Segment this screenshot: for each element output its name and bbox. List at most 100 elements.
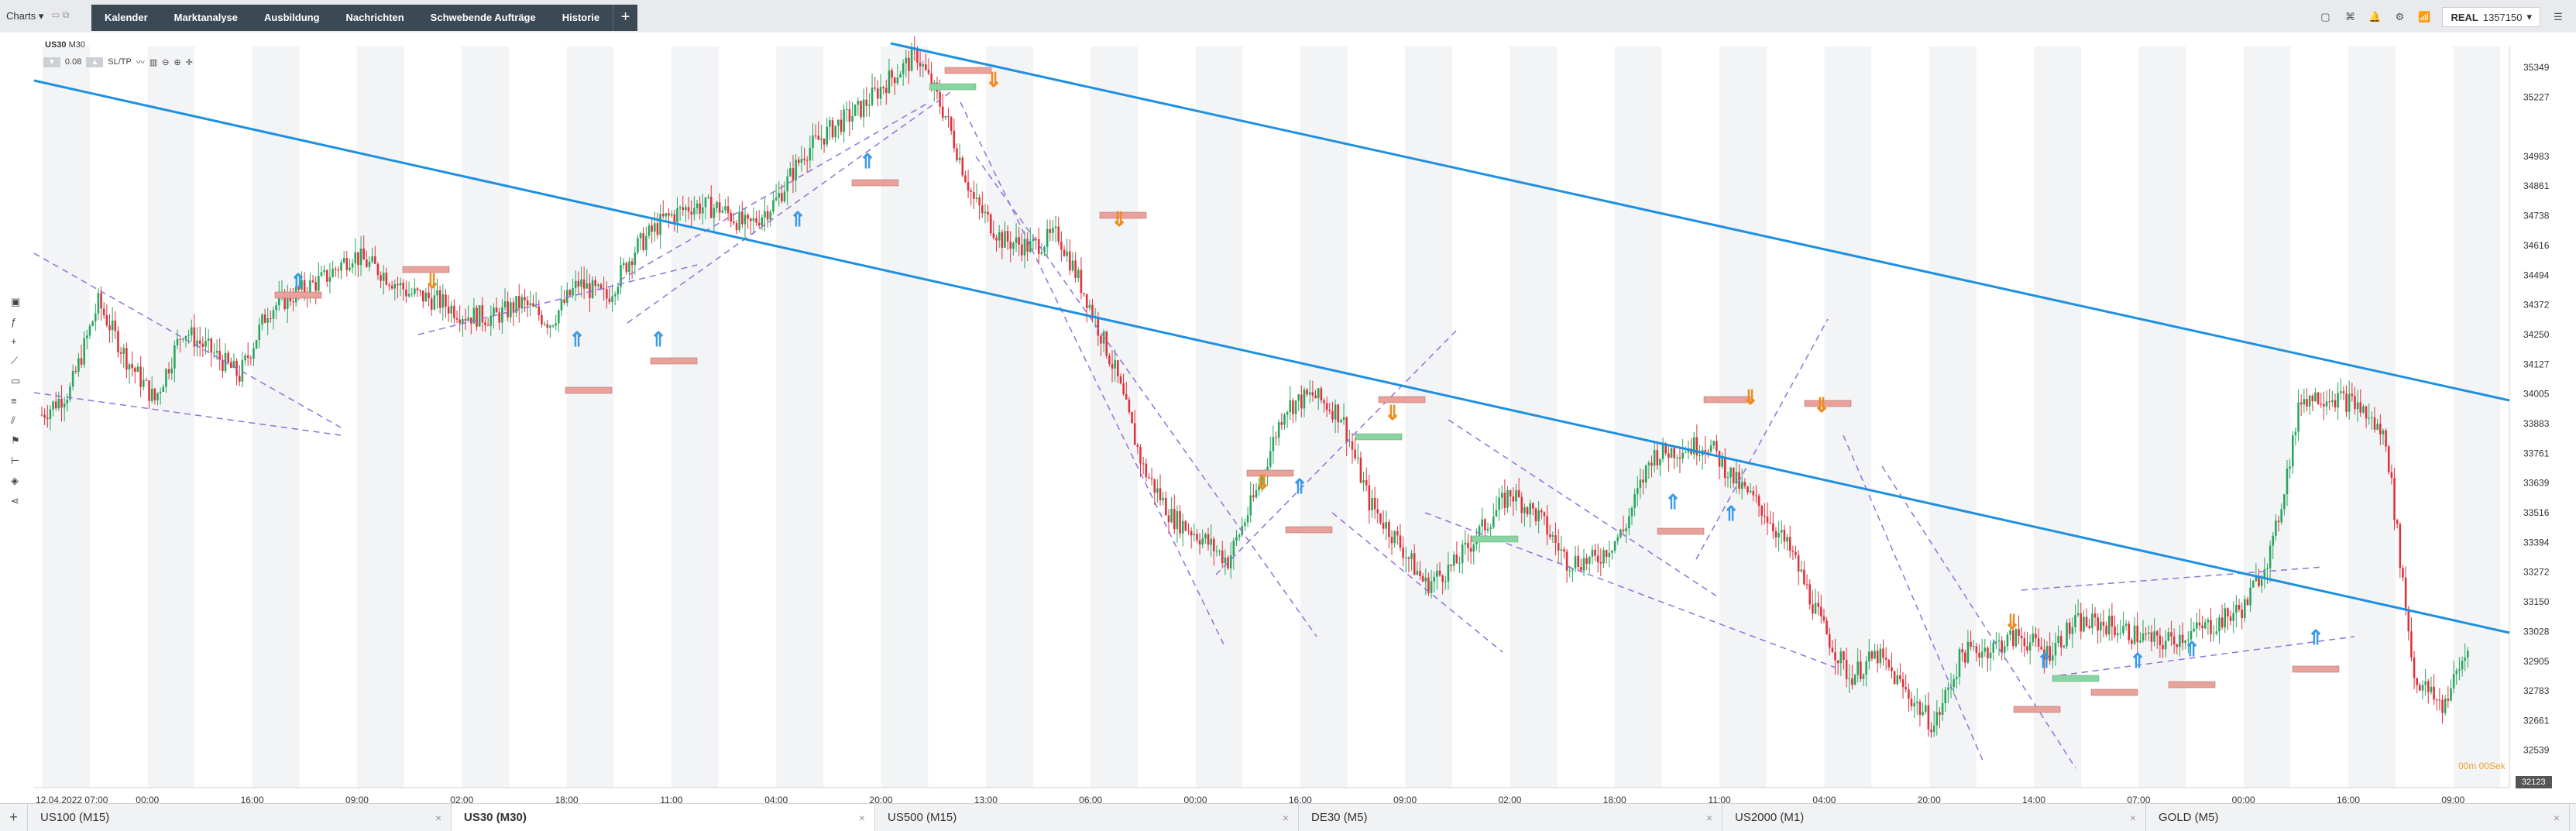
network-icon[interactable]: ⌘ [2344,11,2355,22]
settings-icon[interactable]: ⚙ [2395,11,2405,22]
nav-schwebende-auftraege[interactable]: Schwebende Aufträge [430,12,536,23]
charts-dropdown[interactable]: Charts ▾ [6,10,44,22]
line-tool-icon[interactable]: ⟋ [11,355,19,366]
sell-order-marker[interactable] [1099,211,1147,219]
channel-line[interactable] [619,101,930,281]
chart-area[interactable]: 35349 35227 34983 34861 34738 34616 34494 34372… [0,33,2576,803]
nav-nachrichten[interactable]: Nachrichten [345,12,404,23]
candle-body [634,252,637,266]
menu-icon[interactable]: ☰ [2554,11,2563,22]
function-icon[interactable]: ƒ [11,316,17,328]
sell-order-marker[interactable] [944,67,992,74]
buy-order-marker[interactable] [1471,535,1519,543]
close-icon[interactable]: × [2129,811,2136,824]
nav-historie[interactable]: Historie [562,12,600,23]
tab-us100[interactable]: US100 (M15) × [28,804,452,831]
channel-line[interactable] [417,264,698,335]
sell-order-marker[interactable] [565,386,613,394]
layers-icon[interactable]: ◈ [11,475,19,486]
sell-order-marker[interactable] [2013,706,2061,713]
channel-line[interactable] [33,252,342,428]
nav-ausbildung[interactable]: Ausbildung [264,12,320,23]
candle-body [1399,535,1402,548]
ruler-tool-icon[interactable]: ⊢ [11,455,20,466]
buy-order-marker[interactable] [2052,675,2100,682]
candle-body [1735,472,1738,484]
sell-order-marker[interactable] [2090,688,2138,696]
sell-order-marker[interactable] [1285,526,1333,534]
candles-icon[interactable]: ▥ [149,57,158,67]
line-chart-icon[interactable]: 〰 [136,58,145,67]
tab-gold[interactable]: GOLD (M5) × [2146,804,2570,831]
time-tick-label: 20:00 [870,795,893,803]
channel-line[interactable] [33,392,342,436]
buy-order-marker[interactable] [1355,433,1403,441]
bell-icon[interactable]: 🔔 [2368,11,2382,22]
sell-order-marker[interactable] [2168,681,2216,688]
candle-body [2244,599,2246,619]
sell-order-marker[interactable] [1804,400,1852,407]
quantity-input[interactable]: 0.08 [64,57,82,67]
tab-us30[interactable]: US30 (M30) × [452,804,875,831]
channel-line[interactable] [975,156,1317,637]
price-chart[interactable]: 35349 35227 34983 34861 34738 34616 34494 34372… [0,33,2576,803]
flag-tool-icon[interactable]: ⚑ [11,434,20,446]
close-icon[interactable]: × [1282,811,1289,824]
candle-body [292,301,294,303]
nav-kalender[interactable]: Kalender [105,12,148,23]
sell-order-marker[interactable] [402,266,450,273]
crosshair-icon[interactable]: ✛ [185,57,193,67]
rectangle-tool-icon[interactable]: ▭ [11,375,21,386]
crosshair-tool-icon[interactable]: + [11,335,17,347]
sell-order-marker[interactable] [1246,469,1294,477]
close-icon[interactable]: × [1705,811,1712,824]
channel-line[interactable] [1881,465,2076,769]
sell-order-marker[interactable] [650,357,698,365]
close-icon[interactable]: × [2553,811,2560,824]
close-icon[interactable]: × [434,811,441,824]
tab-de30[interactable]: DE30 (M5) × [1299,804,1722,831]
candle-body [136,366,139,373]
candle-body [1368,485,1371,511]
channel-line[interactable] [960,101,1224,645]
buy-order-marker[interactable] [929,83,977,91]
sell-order-marker[interactable] [851,179,899,187]
sell-order-marker[interactable] [1378,396,1426,403]
account-selector[interactable]: REAL 1357150 ▾ [2442,7,2540,27]
window-icon[interactable]: ▢ [2320,11,2330,22]
tab-us2000[interactable]: US2000 (M1) × [1722,804,2146,831]
close-icon[interactable]: × [858,811,865,824]
restore-icon[interactable]: ⧉ [62,9,70,20]
fib-tool-icon[interactable]: ≡ [11,395,17,407]
channel-line[interactable] [1331,512,1503,653]
sell-order-marker[interactable] [1657,527,1705,535]
channel-line[interactable] [2059,636,2355,676]
zoom-out-icon[interactable]: ⊖ [162,57,170,67]
sell-order-marker[interactable] [2292,665,2340,673]
channel-line[interactable] [1215,330,1457,575]
candle-body [2009,630,2011,635]
candle-body [1808,584,1811,605]
channel-line[interactable] [2021,566,2324,591]
buy-button[interactable]: ▲ [86,57,104,67]
sell-order-marker[interactable] [274,291,322,299]
sell-order-marker[interactable] [1703,396,1751,403]
channel-tool-icon[interactable]: ⫽ [11,414,15,426]
sltp-button[interactable]: SL/TP [108,57,132,67]
channel-line[interactable] [1695,318,1829,560]
channel-line[interactable] [627,90,953,324]
share-icon[interactable]: ⋖ [11,495,19,506]
channel-line[interactable] [1424,512,1836,668]
sell-button[interactable]: ▼ [43,57,60,67]
candle-body [1294,400,1297,414]
trendline-upper[interactable] [890,42,2510,402]
add-nav-button[interactable]: + [613,5,637,31]
add-tab-button[interactable]: + [0,804,28,831]
zoom-in-icon[interactable]: ⊕ [173,57,181,67]
nav-marktanalyse[interactable]: Marktanalyse [173,12,239,23]
cursor-icon[interactable]: ▣ [11,296,21,307]
trendline-lower[interactable] [33,79,2510,634]
minimize-icon[interactable]: ▭ [51,9,60,20]
window-controls[interactable]: ▭ ⧉ [51,9,69,21]
tab-us500[interactable]: US500 (M15) × [875,804,1299,831]
